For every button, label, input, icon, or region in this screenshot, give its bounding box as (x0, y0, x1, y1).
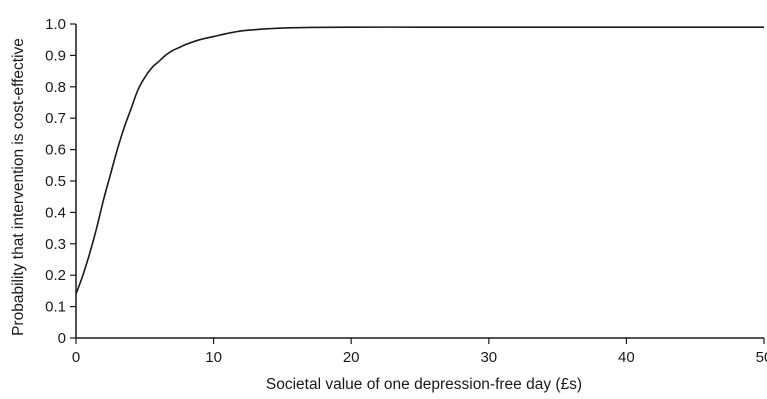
plot-area (75, 26, 764, 295)
y-tick-label: 0.3 (45, 236, 66, 253)
y-axis-title: Probability that intervention is cost-ef… (10, 38, 27, 336)
y-tick-label: 0.9 (45, 47, 66, 64)
y-tick-label: 0.1 (45, 299, 66, 316)
x-tick-label: 50 (756, 349, 767, 366)
x-tick-label: 40 (618, 349, 635, 366)
y-tick-label: 0.5 (45, 173, 66, 190)
axes (75, 24, 764, 339)
y-tick-label: 0.4 (45, 204, 66, 221)
tick-labels: 0 0.1 0.2 0.3 0.4 0.5 0.6 0.7 0.8 0.9 1.0 0 10 20 30 40… (45, 16, 767, 366)
ticks (70, 23, 765, 344)
x-tick-label: 30 (480, 349, 497, 366)
x-tick-label: 0 (72, 349, 80, 366)
y-tick-label: 0.2 (45, 267, 66, 284)
y-tick-label: 1.0 (45, 16, 66, 33)
x-axis-title: Societal value of one depression-free da… (266, 376, 582, 393)
y-tick-label: 0.7 (45, 110, 66, 127)
y-tick-label: 0 (58, 330, 66, 347)
x-tick-label: 10 (205, 349, 222, 366)
y-tick-label: 0.8 (45, 79, 66, 96)
series-line (75, 26, 764, 295)
x-tick-label: 20 (343, 349, 360, 366)
y-tick-label: 0.6 (45, 142, 66, 159)
